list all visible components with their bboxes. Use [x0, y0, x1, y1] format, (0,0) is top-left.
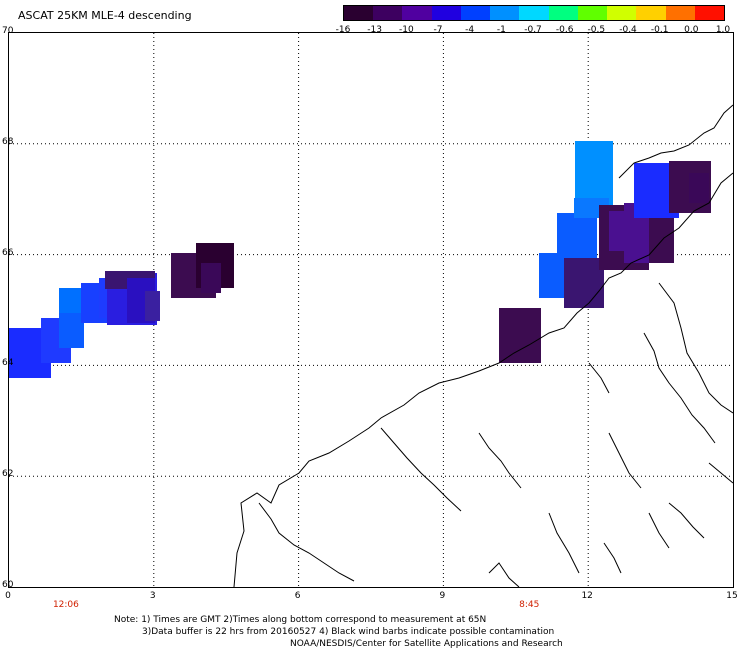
swath-cell [499, 308, 541, 363]
color-scale-label: -0.1 [650, 25, 669, 35]
color-scale-label: -4 [465, 25, 475, 35]
color-scale-segment [431, 6, 461, 20]
scatterometer-swath-data [9, 141, 711, 378]
color-scale-label: -0.7 [524, 25, 542, 35]
color-scale-segment [519, 6, 549, 20]
color-scale-segment [577, 6, 608, 20]
measurement-time-label: 12:06 [52, 600, 79, 610]
color-scale-segment [344, 6, 374, 20]
swath-cell [557, 213, 597, 265]
coastline-segment [643, 332, 716, 444]
color-scale-label: -10 [398, 25, 414, 35]
coastline-segment [608, 432, 642, 489]
swath-cell [201, 263, 221, 293]
longitude-label: 12 [581, 591, 593, 601]
color-scale-segment [694, 6, 725, 20]
measurement-time-label: 8:45 [519, 600, 540, 610]
coastline-segment [603, 542, 622, 574]
longitude-label: 9 [439, 591, 446, 601]
latitude-label: 66 [2, 247, 14, 258]
map-canvas [9, 33, 733, 587]
latitude-label: 68 [2, 136, 14, 147]
note-line-3: NOAA/NESDIS/Center for Satellite Applica… [290, 639, 563, 649]
color-scale-labels: -16 -13 -10 -7 -4 -1 -0.7 -0.6 -0.5 -0.4 -0.1 0.0 1.… [330, 25, 731, 37]
coastline-segment [668, 502, 705, 539]
map-panel[interactable] [8, 32, 734, 588]
swath-cell [145, 291, 160, 321]
swath-cell [569, 273, 597, 303]
latitude-label: 70 [2, 26, 14, 36]
longitude-label: 15 [726, 591, 738, 601]
color-scale-label: -0.4 [619, 25, 637, 35]
coastline-segment [618, 104, 733, 179]
color-scale-label: -0.5 [587, 25, 606, 35]
coastline-segment [588, 362, 610, 394]
color-scale-segment [636, 6, 666, 20]
coastline-segment [233, 172, 733, 587]
note-line-2: 3)Data buffer is 22 hrs from 20160527 4)… [142, 627, 555, 637]
coastline-segment [648, 512, 670, 549]
norway-coastline [233, 104, 733, 587]
coastline-segment [380, 427, 462, 512]
note-line-1: Note: 1) Times are GMT 2)Times along bot… [114, 615, 487, 625]
longitude-label: 6 [294, 591, 301, 601]
longitude-label: 3 [149, 591, 156, 601]
latitude-label: 62 [2, 469, 14, 480]
coastline-segment [478, 432, 522, 489]
color-scale-bar [343, 5, 725, 21]
color-scale-label: 1.0 [715, 25, 731, 35]
color-scale-label: -16 [335, 25, 351, 35]
color-scale-segment [373, 6, 403, 20]
coastline-segment [708, 462, 733, 484]
coastline-segment [488, 562, 520, 587]
color-scale-segment [402, 6, 432, 20]
coastline-segment [258, 502, 355, 582]
color-scale-label: 0.0 [684, 25, 699, 35]
latitude-label: 60 [2, 580, 14, 590]
color-scale-segment [548, 6, 578, 20]
map-title: ASCAT 25KM MLE-4 descending [18, 9, 192, 22]
coastline-segment [548, 512, 580, 574]
swath-cell [689, 173, 709, 203]
color-scale-label: -0.6 [555, 25, 574, 35]
latitude-label: 64 [2, 358, 14, 369]
color-scale-label: -1 [496, 25, 506, 35]
color-scale-segment [665, 6, 695, 20]
color-scale-label: -7 [433, 25, 443, 35]
coastline-segment [658, 282, 733, 414]
color-scale-label: -13 [367, 25, 383, 35]
longitude-label: 0 [5, 591, 11, 601]
color-scale-segment [490, 6, 520, 20]
color-scale-segment [460, 6, 491, 20]
grid-lines [9, 33, 733, 587]
color-scale-segment [607, 6, 637, 20]
